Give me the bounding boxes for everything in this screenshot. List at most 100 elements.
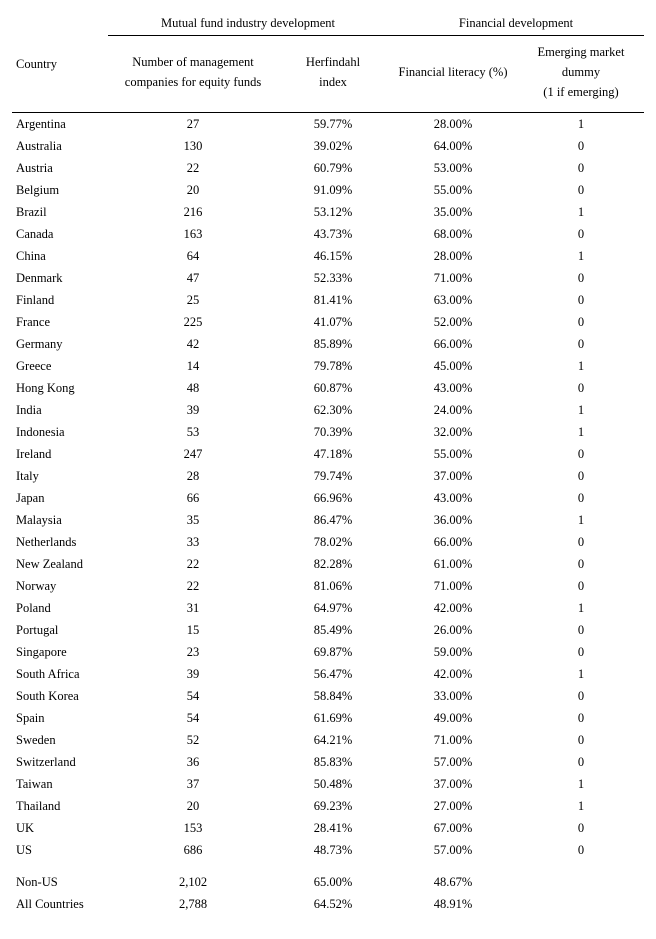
- cell-emerging: 0: [518, 729, 644, 751]
- table-row: UK15328.41%67.00%0: [12, 817, 644, 839]
- cell-mgmt-companies: 153: [108, 817, 278, 839]
- cell-fin-literacy: 53.00%: [388, 157, 518, 179]
- table-row: Malaysia3586.47%36.00%1: [12, 509, 644, 531]
- cell-country: Switzerland: [12, 751, 108, 773]
- col-header-herfindahl: Herfindahl index: [278, 36, 388, 113]
- cell-herfindahl: 65.00%: [278, 871, 388, 893]
- col-header-line: index: [319, 75, 347, 89]
- cell-mgmt-companies: 2,788: [108, 893, 278, 915]
- cell-fin-literacy: 55.00%: [388, 179, 518, 201]
- cell-herfindahl: 66.96%: [278, 487, 388, 509]
- table-row: Singapore2369.87%59.00%0: [12, 641, 644, 663]
- cell-emerging: 0: [518, 619, 644, 641]
- cell-fin-literacy: 55.00%: [388, 443, 518, 465]
- data-table: Country Mutual fund industry development…: [12, 16, 644, 915]
- cell-fin-literacy: 66.00%: [388, 333, 518, 355]
- cell-herfindahl: 85.83%: [278, 751, 388, 773]
- cell-emerging: 0: [518, 707, 644, 729]
- cell-country: India: [12, 399, 108, 421]
- cell-country: Norway: [12, 575, 108, 597]
- col-header-line: companies for equity funds: [125, 75, 261, 89]
- cell-country: China: [12, 245, 108, 267]
- col-header-line: Emerging market: [538, 45, 625, 59]
- table-row: Sweden5264.21%71.00%0: [12, 729, 644, 751]
- cell-fin-literacy: 45.00%: [388, 355, 518, 377]
- cell-emerging: 1: [518, 245, 644, 267]
- cell-emerging: 0: [518, 311, 644, 333]
- cell-mgmt-companies: 686: [108, 839, 278, 861]
- cell-fin-literacy: 66.00%: [388, 531, 518, 553]
- table-head: Country Mutual fund industry development…: [12, 16, 644, 113]
- col-header-emerging: Emerging market dummy (1 if emerging): [518, 36, 644, 113]
- cell-emerging: 0: [518, 817, 644, 839]
- cell-country: Greece: [12, 355, 108, 377]
- col-header-line: (1 if emerging): [543, 85, 618, 99]
- cell-herfindahl: 82.28%: [278, 553, 388, 575]
- cell-emerging: 0: [518, 179, 644, 201]
- cell-emerging: 0: [518, 289, 644, 311]
- cell-country: South Korea: [12, 685, 108, 707]
- cell-mgmt-companies: 33: [108, 531, 278, 553]
- table-row: South Africa3956.47%42.00%1: [12, 663, 644, 685]
- cell-mgmt-companies: 35: [108, 509, 278, 531]
- cell-country: Portugal: [12, 619, 108, 641]
- cell-mgmt-companies: 14: [108, 355, 278, 377]
- cell-mgmt-companies: 27: [108, 113, 278, 136]
- cell-mgmt-companies: 64: [108, 245, 278, 267]
- cell-emerging: 0: [518, 443, 644, 465]
- cell-country: Spain: [12, 707, 108, 729]
- cell-herfindahl: 50.48%: [278, 773, 388, 795]
- cell-fin-literacy: 43.00%: [388, 487, 518, 509]
- cell-country: South Africa: [12, 663, 108, 685]
- cell-herfindahl: 85.89%: [278, 333, 388, 355]
- cell-fin-literacy: 28.00%: [388, 113, 518, 136]
- table-row: China6446.15%28.00%1: [12, 245, 644, 267]
- cell-herfindahl: 41.07%: [278, 311, 388, 333]
- cell-country: Belgium: [12, 179, 108, 201]
- cell-emerging: 1: [518, 795, 644, 817]
- cell-fin-literacy: 37.00%: [388, 465, 518, 487]
- cell-herfindahl: 28.41%: [278, 817, 388, 839]
- table-row: Greece1479.78%45.00%1: [12, 355, 644, 377]
- cell-fin-literacy: 71.00%: [388, 267, 518, 289]
- cell-emerging: 0: [518, 223, 644, 245]
- table-row: Japan6666.96%43.00%0: [12, 487, 644, 509]
- cell-mgmt-companies: 37: [108, 773, 278, 795]
- cell-mgmt-companies: 247: [108, 443, 278, 465]
- cell-mgmt-companies: 22: [108, 575, 278, 597]
- cell-mgmt-companies: 2,102: [108, 871, 278, 893]
- cell-country: New Zealand: [12, 553, 108, 575]
- cell-herfindahl: 70.39%: [278, 421, 388, 443]
- group-header-financial-dev: Financial development: [388, 16, 644, 36]
- cell-mgmt-companies: 66: [108, 487, 278, 509]
- col-header-line: Herfindahl: [306, 55, 360, 69]
- cell-country: Poland: [12, 597, 108, 619]
- cell-fin-literacy: 49.00%: [388, 707, 518, 729]
- cell-emerging: 1: [518, 355, 644, 377]
- cell-country: Malaysia: [12, 509, 108, 531]
- cell-mgmt-companies: 53: [108, 421, 278, 443]
- cell-emerging: [518, 893, 644, 915]
- cell-mgmt-companies: 216: [108, 201, 278, 223]
- cell-herfindahl: 69.87%: [278, 641, 388, 663]
- cell-fin-literacy: 48.91%: [388, 893, 518, 915]
- cell-mgmt-companies: 28: [108, 465, 278, 487]
- cell-herfindahl: 62.30%: [278, 399, 388, 421]
- cell-mgmt-companies: 22: [108, 553, 278, 575]
- cell-mgmt-companies: 31: [108, 597, 278, 619]
- table-row: Thailand2069.23%27.00%1: [12, 795, 644, 817]
- cell-herfindahl: 64.97%: [278, 597, 388, 619]
- cell-country: Hong Kong: [12, 377, 108, 399]
- cell-country: UK: [12, 817, 108, 839]
- cell-fin-literacy: 32.00%: [388, 421, 518, 443]
- cell-fin-literacy: 57.00%: [388, 839, 518, 861]
- cell-emerging: 0: [518, 135, 644, 157]
- cell-mgmt-companies: 20: [108, 795, 278, 817]
- cell-emerging: 0: [518, 487, 644, 509]
- cell-herfindahl: 46.15%: [278, 245, 388, 267]
- cell-emerging: 1: [518, 399, 644, 421]
- table-row: Argentina2759.77%28.00%1: [12, 113, 644, 136]
- cell-fin-literacy: 35.00%: [388, 201, 518, 223]
- table-row: Australia13039.02%64.00%0: [12, 135, 644, 157]
- cell-herfindahl: 47.18%: [278, 443, 388, 465]
